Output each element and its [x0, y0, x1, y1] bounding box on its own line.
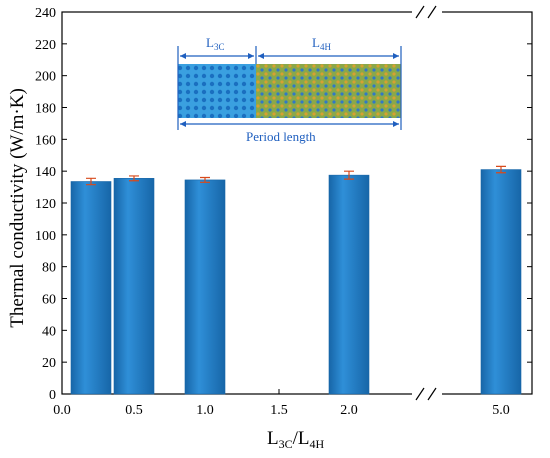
y-tick-label: 220: [35, 38, 56, 53]
x-axis-ticks: 0.0 0.5 1.0 1.5 2.0 5.0: [53, 389, 510, 418]
inset-label-l4h: L4H: [312, 35, 331, 52]
y-tick-label: 140: [35, 165, 56, 180]
inset-label-l3c: L3C: [206, 35, 224, 52]
y-axis-ticks: 0 20 40 60 80 100 120 140 160 180 200 220 240: [35, 6, 532, 403]
bar: [184, 179, 226, 395]
y-tick-label: 60: [42, 293, 56, 308]
inset-schematic: L3C L4H Period length: [177, 35, 402, 144]
x-tick-label: 0.0: [53, 403, 71, 418]
y-tick-label: 40: [42, 324, 56, 339]
y-tick-label: 240: [35, 6, 56, 21]
error-bar: [129, 175, 139, 182]
bars-group: [70, 165, 522, 395]
y-tick-label: 180: [35, 102, 56, 117]
axis-break-top: [412, 5, 442, 19]
x-axis-title: L3C/L4H: [267, 428, 325, 451]
error-bar: [200, 176, 210, 183]
bar: [70, 181, 112, 395]
x-tick-label: 2.0: [340, 403, 358, 418]
bar: [328, 174, 370, 395]
error-bar: [344, 170, 354, 180]
y-tick-label: 20: [42, 356, 56, 371]
bar: [480, 169, 522, 395]
error-bar: [496, 165, 506, 174]
x-tick-label: 1.0: [196, 403, 214, 418]
x-tick-label: 0.5: [125, 403, 143, 418]
y-tick-label: 200: [35, 70, 56, 85]
bar: [113, 178, 155, 395]
inset-label-period: Period length: [246, 129, 316, 144]
x-tick-label: 1.5: [270, 403, 288, 418]
axis-break-bottom: [412, 387, 442, 401]
y-axis-title: Thermal conductivity (W/m·K): [7, 88, 28, 328]
inset-right-region: [256, 64, 401, 118]
inset-left-region: [178, 64, 256, 118]
y-tick-label: 120: [35, 197, 56, 212]
y-tick-label: 80: [42, 261, 56, 276]
y-tick-label: 160: [35, 133, 56, 148]
error-bar: [86, 177, 96, 186]
y-tick-label: 100: [35, 229, 56, 244]
x-tick-label: 5.0: [492, 403, 510, 418]
y-tick-label: 0: [49, 388, 56, 403]
